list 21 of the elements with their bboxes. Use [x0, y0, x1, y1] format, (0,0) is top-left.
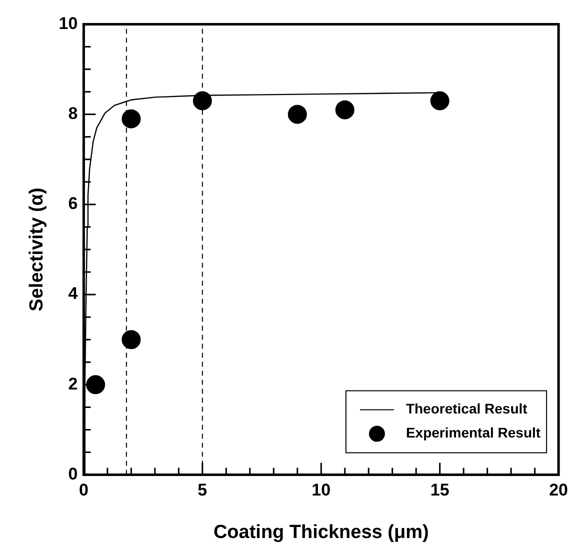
y-axis-title: Selectivity (α) [26, 188, 48, 312]
x-tick-label: 5 [198, 480, 208, 500]
legend-label: Experimental Result [406, 424, 541, 441]
y-tick-label: 2 [68, 374, 78, 394]
point [86, 375, 106, 394]
y-tick-label: 10 [58, 14, 78, 33]
x-tick-label: 15 [430, 480, 450, 500]
point [122, 109, 141, 128]
x-tick-label: 10 [312, 480, 331, 500]
legend-label: Theoretical Result [406, 400, 528, 417]
point [192, 91, 212, 110]
y-tick-label: 4 [68, 284, 78, 304]
x-axis-title: Coating Thickness (μm) [213, 522, 429, 543]
y-tick-label: 0 [68, 464, 78, 484]
point [288, 104, 307, 124]
point [122, 330, 141, 350]
y-tick-label: 8 [68, 104, 78, 124]
x-tick-label: 20 [549, 480, 568, 500]
y-tick-label: 6 [68, 194, 78, 214]
point [335, 100, 354, 120]
point [430, 91, 450, 110]
